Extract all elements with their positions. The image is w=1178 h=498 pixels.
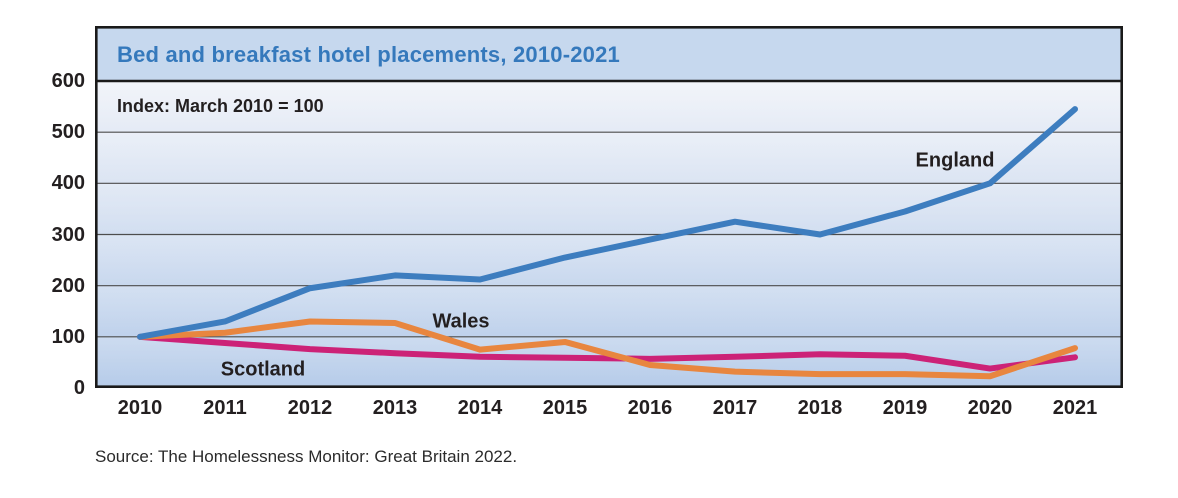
y-tick-label: 500 (51, 121, 85, 144)
gridband (95, 81, 1123, 133)
chart-title: Bed and breakfast hotel placements, 2010… (117, 42, 620, 67)
series-label-scotland: Scotland (220, 358, 306, 381)
x-tick-label: 2010 (117, 397, 163, 419)
series-line-england (137, 106, 1078, 340)
x-tick-label: 2015 (542, 397, 588, 419)
x-tick-label: 2016 (627, 397, 673, 419)
index-note: Index: March 2010 = 100 (117, 96, 324, 116)
y-tick-label: 400 (51, 172, 85, 195)
x-tick-label: 2011 (203, 397, 247, 419)
y-tick-label: 100 (51, 325, 85, 348)
title-band (95, 26, 1123, 81)
x-tick-label: 2020 (967, 397, 1013, 419)
source-note: Source: The Homelessness Monitor: Great … (95, 447, 518, 466)
plot-frame-border (95, 26, 1123, 388)
series-line-scotland (137, 333, 1078, 372)
x-tick-label: 2012 (287, 397, 333, 419)
x-tick-label: 2018 (797, 397, 843, 419)
series-label-england: England (915, 149, 995, 172)
series-line-wales (137, 318, 1078, 380)
plot-area (95, 26, 1123, 388)
y-tick-label: 0 (73, 377, 85, 399)
x-tick-label: 2019 (882, 397, 928, 419)
y-tick-label: 200 (51, 274, 85, 297)
x-tick-label: 2013 (372, 397, 418, 419)
x-tick-label: 2017 (712, 397, 758, 419)
y-tick-label: 300 (51, 223, 85, 246)
y-tick-label: 600 (51, 70, 85, 92)
gridband (95, 132, 1123, 184)
gridband (95, 183, 1123, 235)
series-label-wales: Wales (432, 310, 490, 333)
gridband (95, 234, 1123, 286)
x-tick-label: 2014 (457, 397, 503, 419)
x-tick-label: 2021 (1052, 397, 1098, 419)
